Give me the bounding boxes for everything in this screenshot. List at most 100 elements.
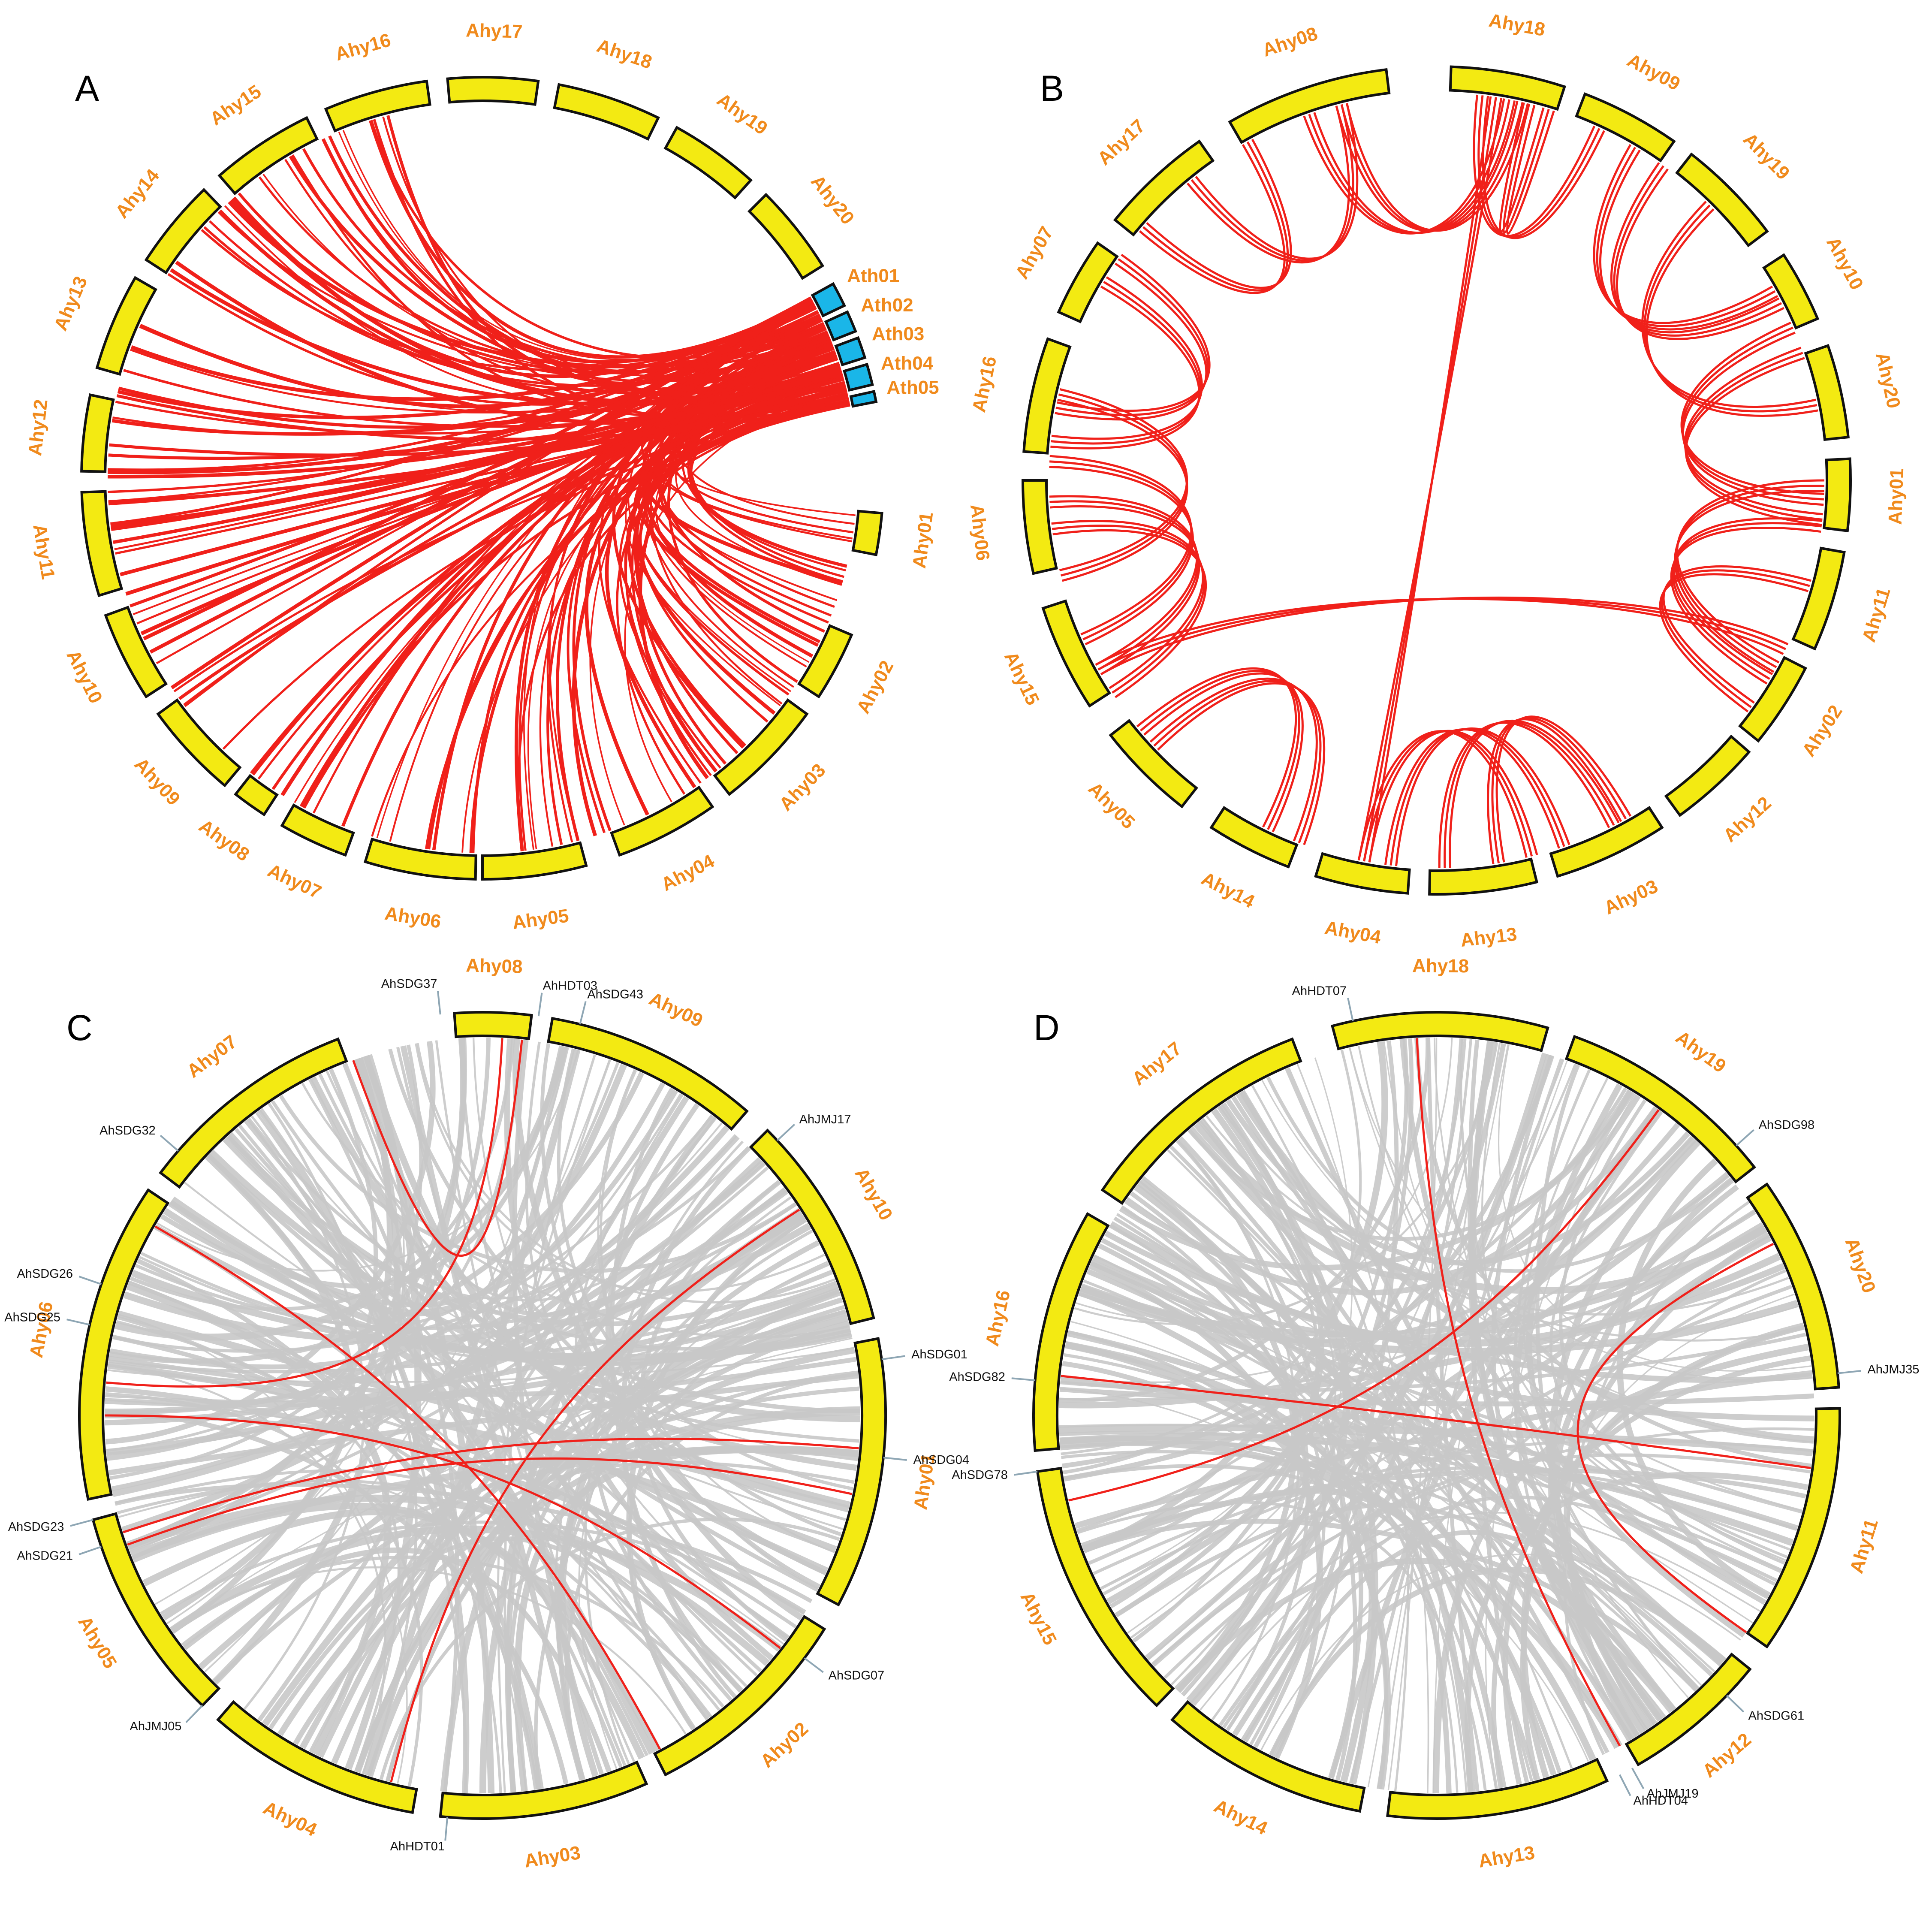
gray-collinear-link xyxy=(620,1146,751,1693)
chromosome-label: Ahy09 xyxy=(646,988,706,1032)
chromosome-ahy02 xyxy=(653,1614,826,1777)
gray-collinear-link xyxy=(344,1062,741,1693)
chromosome-ahy14 xyxy=(144,188,222,275)
chromosome-ahy08 xyxy=(453,1011,533,1040)
gene-leader-line xyxy=(66,1319,90,1326)
chromosome-label: Ahy01 xyxy=(1885,468,1908,525)
chromosome-ahy12 xyxy=(1664,734,1751,817)
gray-collinear-link xyxy=(257,1108,470,1793)
syntenic-link xyxy=(302,148,826,368)
gene-leader-line xyxy=(883,1457,907,1461)
gene-label: AhSDG82 xyxy=(949,1370,1005,1384)
panel-c-circos: C Ahy08Ahy09Ahy10Ahy01Ahy02Ahy03Ahy04Ahy… xyxy=(4,955,969,1872)
chromosome-ahy08 xyxy=(1228,68,1391,145)
gray-collinear-link xyxy=(1092,1209,1756,1340)
gene-leader-line xyxy=(1736,1129,1754,1147)
gray-collinear-link xyxy=(1127,1041,1489,1634)
gene-label: AhSDG37 xyxy=(381,977,437,991)
segmental-duplication-link xyxy=(1616,168,1784,340)
gray-collinear-link xyxy=(1090,1259,1815,1421)
panel-d-letter: D xyxy=(1034,1008,1060,1048)
segmental-duplication-link xyxy=(1139,670,1300,830)
chromosome-label: Ahy02 xyxy=(853,657,898,717)
chromosome-label: Ahy17 xyxy=(1094,115,1149,169)
gray-collinear-link xyxy=(247,1117,851,1351)
chromosome-ahy15 xyxy=(1036,1466,1175,1708)
gray-collinear-link xyxy=(1616,1158,1771,1598)
chromosome-ahy15 xyxy=(1041,599,1111,708)
chromosome-ahy01 xyxy=(816,1337,887,1607)
gene-label: AhSDG32 xyxy=(99,1124,156,1138)
gray-collinear-link xyxy=(293,1320,850,1745)
gray-collinear-link xyxy=(1236,1091,1814,1444)
panel-d-links xyxy=(1059,1037,1815,1794)
segmental-duplication-link xyxy=(1149,677,1318,842)
gene-label: AhJMJ35 xyxy=(1867,1363,1919,1376)
gray-collinear-link xyxy=(1094,1254,1459,1793)
gray-collinear-link xyxy=(271,1100,789,1640)
syntenic-link xyxy=(156,311,819,664)
gray-collinear-link xyxy=(268,1536,743,1729)
chromosome-label: Ahy04 xyxy=(658,850,718,895)
chromosome-label: Ahy01 xyxy=(909,511,937,570)
gene-leader-line xyxy=(70,1519,93,1527)
gene-label: AhJMJ19 xyxy=(1647,1787,1699,1801)
chromosome-label: Ahy11 xyxy=(29,522,59,581)
gene-pair-link xyxy=(1416,1038,1621,1747)
chromosome-ahy05 xyxy=(1109,719,1198,809)
gray-collinear-link xyxy=(1088,1038,1463,1565)
gray-collinear-link xyxy=(1083,1518,1698,1692)
gray-collinear-link xyxy=(1059,1433,1794,1546)
gray-collinear-link xyxy=(1481,1043,1786,1561)
chromosome-label: Ahy19 xyxy=(713,89,772,139)
chromosome-ath03 xyxy=(834,336,867,367)
chromosome-label: Ahy05 xyxy=(1084,778,1139,833)
gene-pair-link xyxy=(154,1225,661,1750)
gray-collinear-link xyxy=(1387,1037,1438,1790)
chromosome-ahy11 xyxy=(1745,1407,1841,1649)
chromosome-ahy11 xyxy=(1791,546,1846,651)
chromosome-label: Ahy19 xyxy=(1672,1027,1730,1077)
segmental-duplication-link xyxy=(1195,103,1359,260)
chromosome-ahy20 xyxy=(1804,344,1850,441)
gene-pair-link xyxy=(123,1437,859,1533)
chromosome-label: Ahy15 xyxy=(1000,648,1043,708)
syntenic-link xyxy=(650,314,821,705)
syntenic-link xyxy=(635,401,850,715)
gray-collinear-link xyxy=(400,1045,585,1781)
panel-d-chromosomes: Ahy18 Ahy19 Ahy20 Ahy11 Ahy12 Ahy13 Ahy14 Ahy15… xyxy=(982,955,1882,1872)
syntenic-link xyxy=(130,349,835,413)
gene-leader-line xyxy=(185,1705,203,1723)
gray-collinear-link xyxy=(109,1373,859,1475)
panel-c-chromosomes: Ahy08Ahy09Ahy10Ahy01Ahy02Ahy03Ahy04Ahy05… xyxy=(26,955,939,1872)
segmental-duplication-link xyxy=(1499,102,1545,233)
gene-label: AhJMJ17 xyxy=(799,1113,851,1126)
syntenic-link xyxy=(294,333,829,803)
chromosome-ahy09 xyxy=(1575,92,1676,163)
gray-collinear-link xyxy=(160,1521,805,1615)
chromosome-ahy10 xyxy=(1762,253,1820,330)
chromosome-ahy07 xyxy=(280,803,355,857)
gray-collinear-link xyxy=(1081,1468,1806,1548)
segmental-duplication-link xyxy=(1482,96,1605,239)
chromosome-ahy13 xyxy=(1386,1758,1609,1820)
syntenic-link xyxy=(572,323,825,836)
chromosome-ahy19 xyxy=(1564,1035,1756,1184)
gray-collinear-link xyxy=(117,1316,711,1719)
gray-collinear-link xyxy=(1189,1094,1641,1281)
chromosome-label: Ahy06 xyxy=(383,903,443,932)
segmental-duplication-link xyxy=(1502,103,1550,234)
chromosome-ahy03 xyxy=(713,698,809,797)
chromosome-ahy16 xyxy=(1022,337,1072,455)
gene-leader-line xyxy=(1619,1774,1631,1796)
panel-b-letter: B xyxy=(1040,68,1064,109)
chromosome-label: Ahy14 xyxy=(1211,1795,1271,1839)
chromosome-label: Ahy20 xyxy=(807,171,859,229)
chromosome-ahy02 xyxy=(1738,656,1807,743)
chromosome-label: Ahy15 xyxy=(206,81,265,130)
gray-collinear-link xyxy=(106,1038,467,1461)
chromosome-ahy02 xyxy=(797,624,853,699)
segmental-duplication-link xyxy=(1384,728,1560,865)
